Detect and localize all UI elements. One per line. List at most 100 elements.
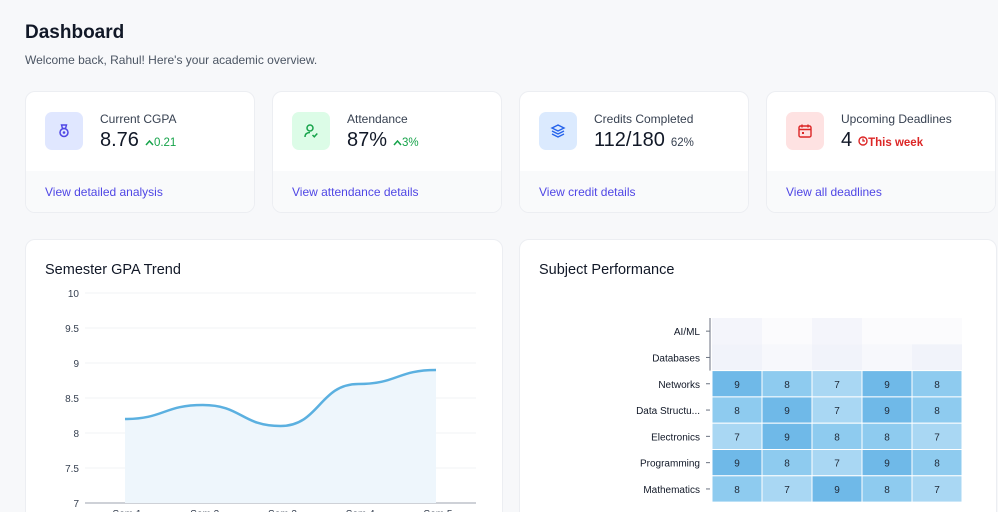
y-tick-label: 7.5 <box>65 464 79 475</box>
y-tick-label: 7 <box>73 499 79 510</box>
heatmap-cell <box>811 396 863 424</box>
heatmap-cell <box>711 370 763 398</box>
cell-value: 9 <box>884 380 890 391</box>
row-label: AI/ML <box>674 327 701 338</box>
heatmap-cell <box>912 344 962 371</box>
gpa-trend-chart: 10 9.5 9 8.5 8 7.5 7 Sem 1 Sem 2 Sem 3 Sem 4 Sem 5 <box>65 289 476 512</box>
page-title: Dashboard <box>25 22 125 43</box>
x-tick-label: Sem 1 <box>113 509 142 512</box>
heatmap-cell <box>861 449 913 477</box>
heatmap-cell <box>911 422 963 450</box>
heatmap-cell <box>712 344 762 371</box>
x-tick-label: Sem 5 <box>424 509 453 512</box>
heatmap-cell <box>712 318 762 345</box>
cgpa-card: Current CGPA 8.76 0.21 View detailed ana… <box>25 91 255 213</box>
credits-percent: 62% <box>670 137 694 149</box>
x-tick-label: Sem 4 <box>346 509 375 512</box>
cell-value: 7 <box>784 485 790 496</box>
x-tick-label: Sem 3 <box>268 509 297 512</box>
heatmap-cell <box>811 370 863 398</box>
attendance-value: 87% <box>347 129 388 151</box>
cell-value: 8 <box>734 406 740 417</box>
heatmap-cell <box>812 344 862 371</box>
cell-value: 7 <box>934 432 940 443</box>
heatmap-cell <box>812 318 862 345</box>
row-label: Networks <box>658 380 700 391</box>
cgpa-value: 8.76 <box>100 129 139 151</box>
heatmap-cell <box>912 318 962 345</box>
view-attendance-link[interactable]: View attendance details <box>292 185 419 199</box>
heatmap-cell <box>862 344 912 371</box>
layers-icon <box>539 112 577 150</box>
credits-value: 112/180 <box>594 129 665 151</box>
card-label: Credits Completed <box>594 112 694 126</box>
credits-card: Credits Completed 112/180 62% View credi… <box>519 91 749 213</box>
panel-title: Subject Performance <box>539 262 675 278</box>
heatmap-cell <box>762 318 812 345</box>
view-analysis-link[interactable]: View detailed analysis <box>45 185 163 199</box>
view-credits-link[interactable]: View credit details <box>539 185 636 199</box>
heatmap-cell <box>711 449 763 477</box>
view-deadlines-link[interactable]: View all deadlines <box>786 185 882 199</box>
cell-value: 8 <box>784 459 790 470</box>
cell-value: 9 <box>784 406 790 417</box>
y-tick-label: 8.5 <box>65 394 79 405</box>
heatmap-cell <box>911 396 963 424</box>
cell-value: 8 <box>934 459 940 470</box>
card-label: Upcoming Deadlines <box>841 112 952 126</box>
row-label: Electronics <box>651 432 700 443</box>
y-tick-label: 9 <box>73 359 79 370</box>
cell-value: 8 <box>884 485 890 496</box>
row-label: Data Structu... <box>636 406 700 417</box>
cell-value: 8 <box>934 406 940 417</box>
user-check-icon <box>292 112 330 150</box>
deadlines-card: Upcoming Deadlines 4 This week View all … <box>766 91 996 213</box>
gpa-area <box>125 370 436 503</box>
subject-heatmap: AI/ML Databases Networks 9 8 7 9 8 Data Structu.… <box>636 318 963 503</box>
heatmap-cell <box>761 475 813 503</box>
page-subtitle: Welcome back, Rahul! Here's your academi… <box>25 53 318 67</box>
cell-value: 8 <box>934 380 940 391</box>
row-label: Programming <box>640 459 700 470</box>
row-label: Databases <box>652 353 700 364</box>
cell-value: 9 <box>884 459 890 470</box>
deadlines-value: 4 <box>841 129 853 151</box>
cell-value: 8 <box>734 485 740 496</box>
clock-icon <box>858 136 868 146</box>
panel-title: Semester GPA Trend <box>45 262 181 278</box>
attendance-card: Attendance 87% 3% View attendance detail… <box>272 91 502 213</box>
cell-value: 8 <box>884 432 890 443</box>
card-label: Current CGPA <box>100 112 177 126</box>
cell-value: 9 <box>884 406 890 417</box>
heatmap-cell <box>711 475 763 503</box>
heatmap-cell <box>862 318 912 345</box>
cell-value: 9 <box>784 432 790 443</box>
heatmap-cell <box>761 449 813 477</box>
heatmap-cell <box>911 449 963 477</box>
heatmap-cell <box>762 344 812 371</box>
cell-value: 8 <box>784 380 790 391</box>
x-tick-label: Sem 2 <box>190 509 219 512</box>
arrow-up-icon <box>393 139 402 146</box>
calendar-icon <box>786 112 824 150</box>
row-label: Mathematics <box>643 485 700 496</box>
subject-performance-panel: Subject Performance AI/ML Databases Networ… <box>519 239 997 512</box>
medal-icon <box>45 112 83 150</box>
heatmap-cell <box>811 449 863 477</box>
attendance-change: 3% <box>393 137 419 149</box>
cell-value: 7 <box>734 432 740 443</box>
y-tick-label: 10 <box>68 289 80 300</box>
cell-value: 7 <box>834 380 840 391</box>
card-label: Attendance <box>347 112 408 126</box>
cgpa-change: 0.21 <box>145 137 176 149</box>
cell-value: 7 <box>834 459 840 470</box>
page-header: Dashboard Welcome back, Rahul! Here's yo… <box>25 22 317 67</box>
y-tick-label: 8 <box>73 429 79 440</box>
cell-value: 7 <box>934 485 940 496</box>
heatmap-cell <box>911 475 963 503</box>
arrow-up-icon <box>145 139 154 146</box>
heatmap-cell <box>861 422 913 450</box>
cell-value: 7 <box>834 406 840 417</box>
cell-value: 9 <box>734 380 740 391</box>
cell-value: 9 <box>834 485 840 496</box>
